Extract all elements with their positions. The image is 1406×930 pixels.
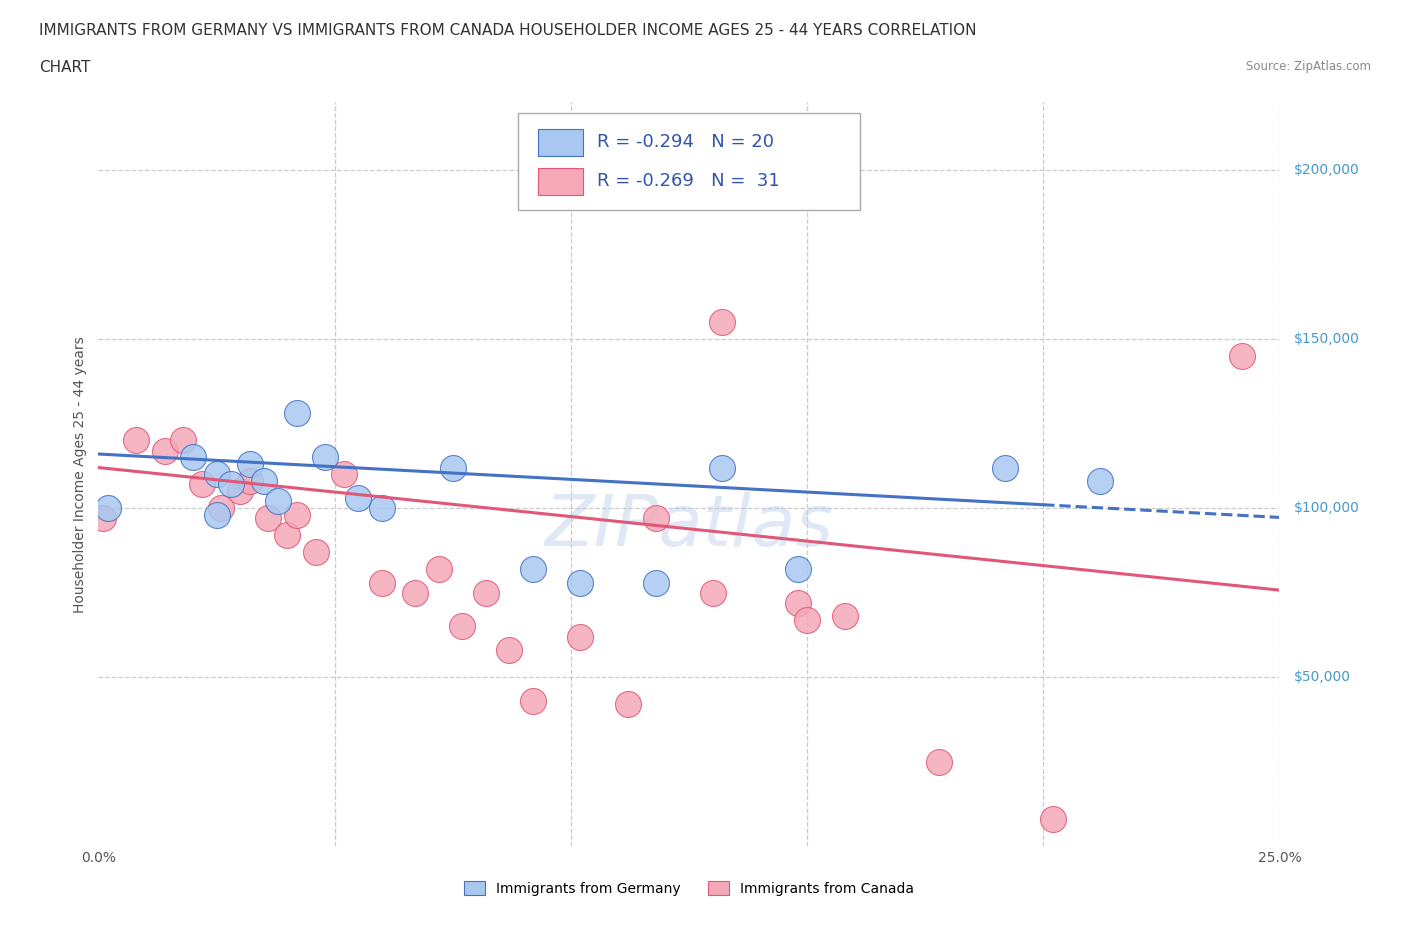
Point [253, 473, 276, 488]
Text: Source: ZipAtlas.com: Source: ZipAtlas.com [1246, 60, 1371, 73]
Point [181, 450, 204, 465]
Point [1230, 349, 1253, 364]
Point [644, 511, 666, 525]
Point [711, 460, 734, 475]
Point [314, 450, 336, 465]
Point [191, 477, 214, 492]
Point [97, 500, 120, 515]
Point [441, 460, 464, 475]
Point [522, 562, 544, 577]
Text: $100,000: $100,000 [1294, 501, 1360, 515]
Point [305, 545, 328, 560]
Point [239, 473, 262, 488]
Point [209, 500, 232, 515]
Point [786, 595, 808, 610]
Point [786, 562, 808, 577]
Point [928, 754, 950, 769]
Text: $50,000: $50,000 [1294, 671, 1351, 684]
Point [371, 575, 394, 590]
Point [834, 609, 856, 624]
Point [427, 562, 450, 577]
Point [91, 511, 114, 525]
Y-axis label: Householder Income Ages 25 - 44 years: Householder Income Ages 25 - 44 years [73, 336, 87, 613]
Point [702, 585, 724, 600]
Point [1042, 812, 1064, 827]
Point [219, 477, 242, 492]
Point [711, 314, 734, 329]
Point [205, 508, 228, 523]
Bar [537, 168, 582, 195]
Point [125, 433, 148, 448]
Legend: Immigrants from Germany, Immigrants from Canada: Immigrants from Germany, Immigrants from… [457, 874, 921, 903]
Point [475, 585, 498, 600]
Point [522, 694, 544, 709]
Text: ZIPatlas: ZIPatlas [544, 492, 834, 561]
Point [333, 467, 356, 482]
Point [153, 444, 176, 458]
Point [285, 508, 308, 523]
Point [172, 433, 194, 448]
Text: IMMIGRANTS FROM GERMANY VS IMMIGRANTS FROM CANADA HOUSEHOLDER INCOME AGES 25 - 4: IMMIGRANTS FROM GERMANY VS IMMIGRANTS FR… [39, 23, 977, 38]
Point [276, 527, 298, 542]
Point [1088, 473, 1111, 488]
Point [569, 630, 592, 644]
Point [644, 575, 666, 590]
Point [404, 585, 426, 600]
Text: R = -0.294   N = 20: R = -0.294 N = 20 [596, 133, 773, 152]
Text: R = -0.269   N =  31: R = -0.269 N = 31 [596, 172, 779, 191]
FancyBboxPatch shape [517, 113, 860, 210]
Point [994, 460, 1017, 475]
Point [285, 406, 308, 421]
Point [257, 511, 280, 525]
Point [616, 697, 638, 711]
Bar [537, 128, 582, 155]
Point [205, 467, 228, 482]
Point [498, 643, 520, 658]
Text: CHART: CHART [39, 60, 91, 75]
Point [239, 457, 262, 472]
Text: $200,000: $200,000 [1294, 163, 1360, 177]
Point [569, 575, 592, 590]
Point [451, 619, 474, 634]
Point [796, 612, 818, 627]
Text: $150,000: $150,000 [1294, 332, 1360, 346]
Point [371, 500, 394, 515]
Point [267, 494, 290, 509]
Point [347, 490, 370, 505]
Point [229, 484, 252, 498]
